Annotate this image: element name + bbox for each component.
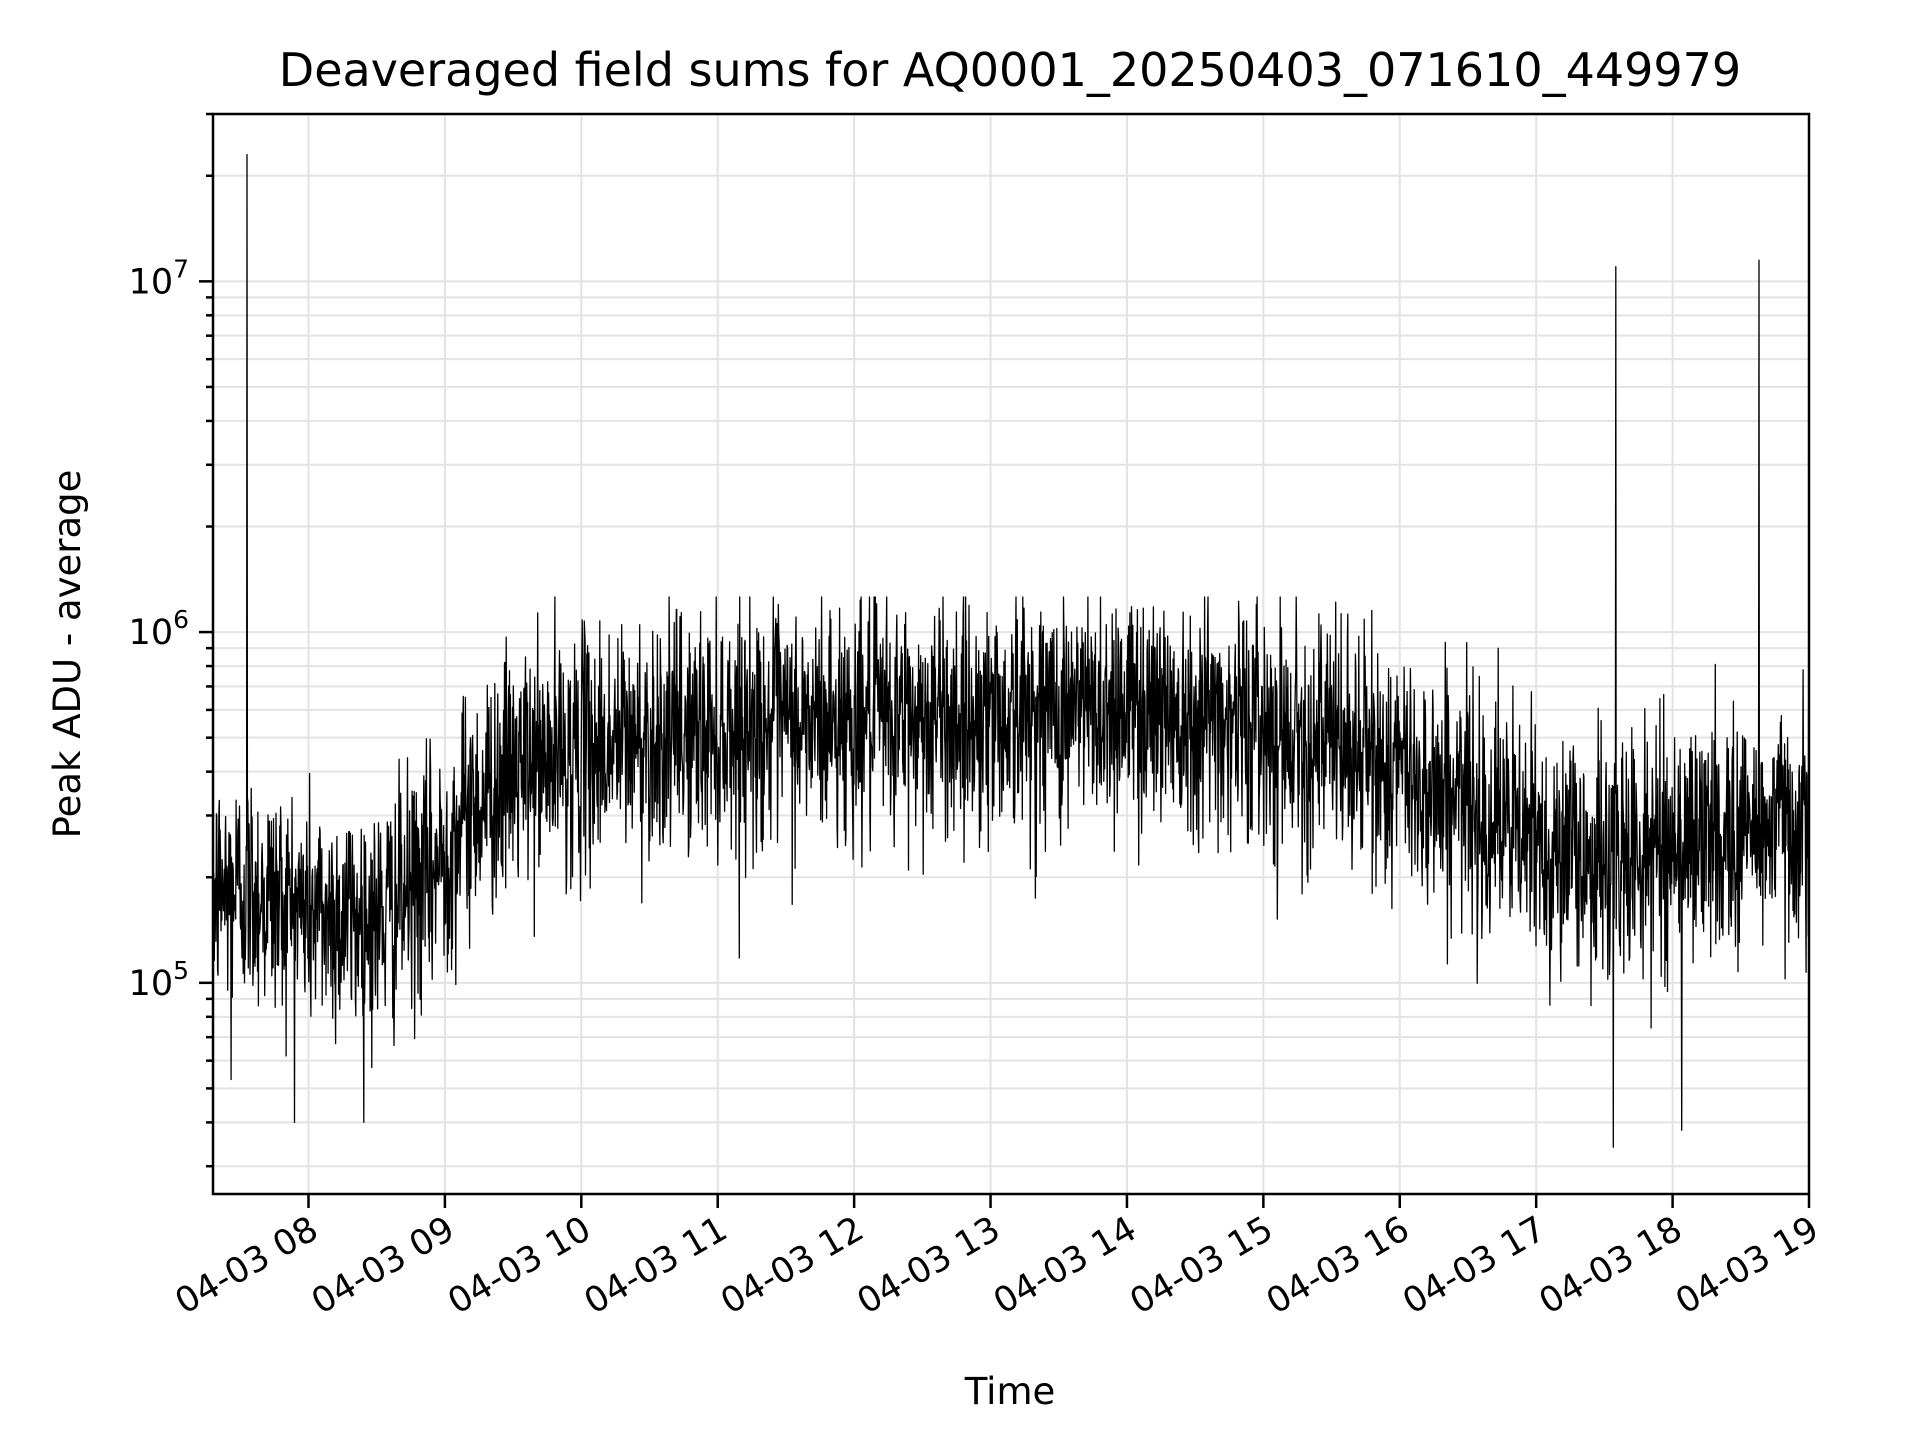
- x-tick-label: 04-03 08: [169, 1209, 325, 1322]
- x-tick-label: 04-03 15: [1124, 1209, 1280, 1322]
- chart-title: Deaveraged field sums for AQ0001_2025040…: [279, 43, 1741, 97]
- x-tick-label: 04-03 12: [714, 1209, 870, 1322]
- x-tick-label: 04-03 18: [1533, 1209, 1689, 1322]
- x-tick-label: 04-03 17: [1396, 1209, 1552, 1322]
- y-tick-label: 107: [129, 254, 189, 302]
- x-tick-label: 04-03 10: [442, 1209, 598, 1322]
- series-layer: [212, 153, 1810, 1148]
- y-axis-label: Peak ADU - average: [46, 470, 89, 839]
- series-line: [212, 153, 1810, 1148]
- grid: [213, 113, 1810, 1194]
- x-tick-label: 04-03 09: [305, 1209, 461, 1322]
- plot-frame: [211, 112, 1811, 1196]
- x-tick-label: 04-03 13: [851, 1209, 1007, 1322]
- ticks: [199, 112, 1811, 1208]
- x-axis-label: Time: [964, 1370, 1056, 1413]
- y-tick-label: 106: [129, 605, 189, 653]
- x-tick-label: 04-03 16: [1260, 1209, 1416, 1322]
- y-tick-label: 105: [129, 956, 189, 1004]
- x-tick-label: 04-03 14: [987, 1209, 1143, 1322]
- x-tick-label: 04-03 19: [1669, 1209, 1825, 1322]
- x-tick-label: 04-03 11: [578, 1209, 734, 1322]
